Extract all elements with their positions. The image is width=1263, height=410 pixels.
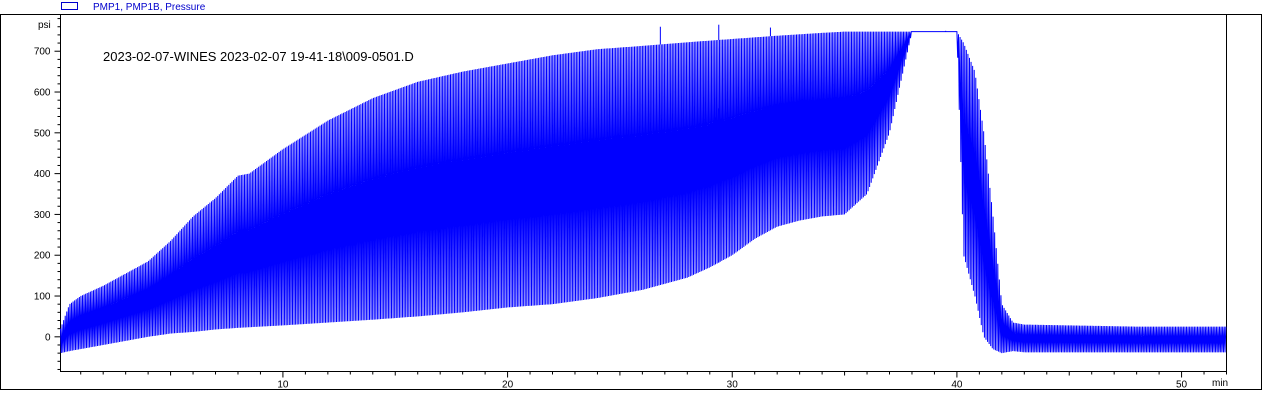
legend-swatch: [61, 2, 78, 10]
x-axis: 10 20 30 40 50: [80, 371, 1227, 391]
series-layer: [60, 24, 1227, 354]
plot-frame: [60, 14, 1227, 372]
y-axis: 0 100 200 300 400 500 600 700: [34, 18, 61, 370]
legend-label: PMP1, PMP1B, Pressure: [93, 2, 206, 13]
x-tick-label: 40: [951, 380, 963, 391]
x-tick-label: 10: [277, 380, 289, 391]
y-tick-label: 0: [45, 332, 51, 343]
y-tick-label: 200: [34, 251, 51, 262]
y-axis-label: psi: [38, 20, 51, 31]
y-tick-label: 600: [34, 88, 51, 99]
x-tick-label: 50: [1176, 380, 1188, 391]
legend: PMP1, PMP1B, Pressure: [61, 2, 206, 13]
x-axis-label: min: [1212, 378, 1228, 389]
y-tick-label: 400: [34, 169, 51, 180]
y-tick-label: 500: [34, 128, 51, 139]
y-tick-label: 700: [34, 47, 51, 58]
chart-annotation: 2023-02-07-WINES 2023-02-07 19-41-18\009…: [103, 49, 414, 64]
x-tick-label: 20: [502, 380, 514, 391]
pressure-trace: [60, 31, 1227, 354]
x-tick-label: 30: [727, 380, 739, 391]
y-tick-label: 100: [34, 292, 51, 303]
y-tick-label: 300: [34, 210, 51, 221]
